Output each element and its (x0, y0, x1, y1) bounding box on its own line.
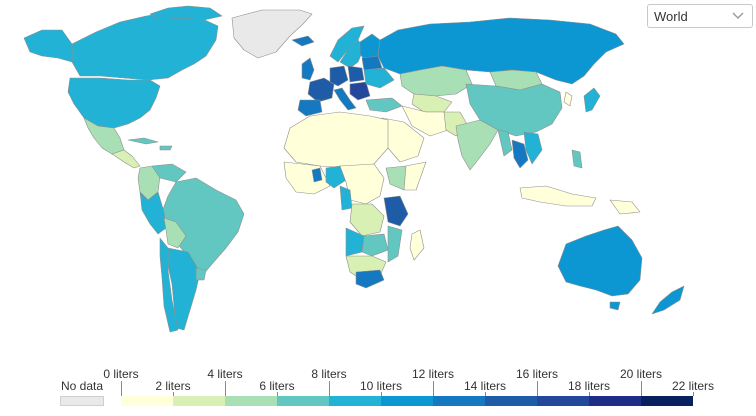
country-australia[interactable] (557, 225, 643, 297)
country-uganda-tanzania[interactable] (383, 195, 409, 227)
country-indonesia[interactable] (519, 185, 597, 207)
legend-tick (485, 392, 486, 396)
legend-label-22: 22 liters (671, 379, 715, 393)
country-japan[interactable] (583, 87, 601, 113)
legend-swatch (433, 396, 485, 406)
legend-label-8: 8 liters (311, 367, 347, 381)
country-papua[interactable] (609, 199, 641, 215)
country-poland[interactable] (347, 65, 365, 83)
country-united-kingdom[interactable] (301, 57, 315, 81)
country-somalia[interactable] (403, 161, 427, 191)
legend-swatch (485, 396, 537, 406)
country-drc[interactable] (349, 203, 385, 237)
region-select-value: World (654, 8, 688, 24)
country-tasmania[interactable] (609, 301, 621, 311)
country-south-africa[interactable] (355, 269, 385, 289)
country-kazakhstan[interactable] (399, 65, 473, 97)
legend-tick (537, 381, 538, 396)
legend-swatch (329, 396, 381, 406)
legend-tick (589, 392, 590, 396)
country-peru[interactable] (139, 191, 167, 235)
legend-tick (121, 381, 122, 396)
legend-tick (277, 392, 278, 396)
world-map[interactable] (0, 0, 756, 340)
legend-label-16: 16 liters (515, 367, 559, 381)
legend-no-data-label: No data (61, 379, 104, 393)
country-mozambique[interactable] (387, 225, 403, 263)
country-italy[interactable] (333, 87, 357, 111)
legend-label-10: 10 liters (359, 379, 403, 393)
country-belarus[interactable] (361, 55, 383, 71)
legend-label-0: 0 liters (103, 367, 139, 381)
country-balkans[interactable] (349, 81, 371, 101)
legend-label-14: 14 liters (463, 379, 507, 393)
country-chile[interactable] (159, 237, 179, 333)
legend-swatch (225, 396, 277, 406)
region-select[interactable]: World (647, 4, 753, 28)
legend-no-data-swatch (60, 396, 104, 406)
country-cuba[interactable] (127, 137, 159, 145)
country-turkey[interactable] (365, 97, 403, 113)
country-caribbean[interactable] (159, 145, 173, 151)
legend-tick (329, 381, 330, 396)
legend-swatch (641, 396, 693, 406)
country-west-africa[interactable] (283, 161, 331, 195)
chevron-down-icon (732, 12, 744, 19)
legend: No data 0 liters 4 liters 8 liters 12 li… (0, 340, 756, 416)
legend-label-20: 20 liters (619, 367, 663, 381)
country-myanmar[interactable] (497, 129, 513, 157)
country-canada-islands[interactable] (149, 5, 223, 21)
country-korea[interactable] (563, 91, 573, 107)
legend-label-12: 12 liters (411, 367, 455, 381)
country-north-africa[interactable] (283, 111, 389, 169)
country-philippines[interactable] (571, 149, 583, 169)
country-new-zealand[interactable] (651, 285, 685, 315)
country-ghana[interactable] (311, 167, 323, 183)
legend-swatch (277, 396, 329, 406)
legend-swatch (589, 396, 641, 406)
country-thailand[interactable] (511, 139, 529, 169)
legend-tick (693, 392, 694, 396)
legend-label-6: 6 liters (259, 379, 295, 393)
legend-label-4: 4 liters (207, 367, 243, 381)
country-iceland[interactable] (291, 35, 315, 47)
country-france[interactable] (307, 77, 335, 103)
country-venezuela[interactable] (151, 163, 187, 183)
country-zambia[interactable] (361, 233, 389, 257)
country-alaska[interactable] (23, 29, 73, 63)
country-united-states[interactable] (67, 77, 161, 129)
legend-swatch (173, 396, 225, 406)
country-greenland[interactable] (231, 9, 313, 59)
legend-tick (433, 381, 434, 396)
legend-swatch (537, 396, 589, 406)
country-canada[interactable] (71, 11, 219, 81)
country-argentina[interactable] (167, 247, 201, 331)
legend-swatch (381, 396, 433, 406)
legend-tick (641, 381, 642, 396)
country-spain[interactable] (297, 99, 323, 117)
country-nigeria[interactable] (325, 165, 347, 189)
country-uruguay[interactable] (195, 267, 207, 281)
country-vietnam[interactable] (523, 131, 543, 165)
country-central-asia[interactable] (411, 93, 453, 113)
country-central-africa[interactable] (339, 163, 385, 205)
legend-label-18: 18 liters (567, 379, 611, 393)
country-bolivia[interactable] (163, 217, 187, 249)
legend-tick (381, 392, 382, 396)
country-india[interactable] (455, 119, 499, 171)
country-germany[interactable] (329, 65, 349, 87)
legend-swatch (121, 396, 173, 406)
country-ukraine[interactable] (363, 67, 395, 89)
country-norway[interactable] (329, 25, 365, 63)
country-central-america[interactable] (111, 149, 141, 169)
country-madagascar[interactable] (409, 229, 425, 261)
legend-label-2: 2 liters (155, 379, 191, 393)
legend-tick (173, 392, 174, 396)
legend-tick (225, 381, 226, 396)
